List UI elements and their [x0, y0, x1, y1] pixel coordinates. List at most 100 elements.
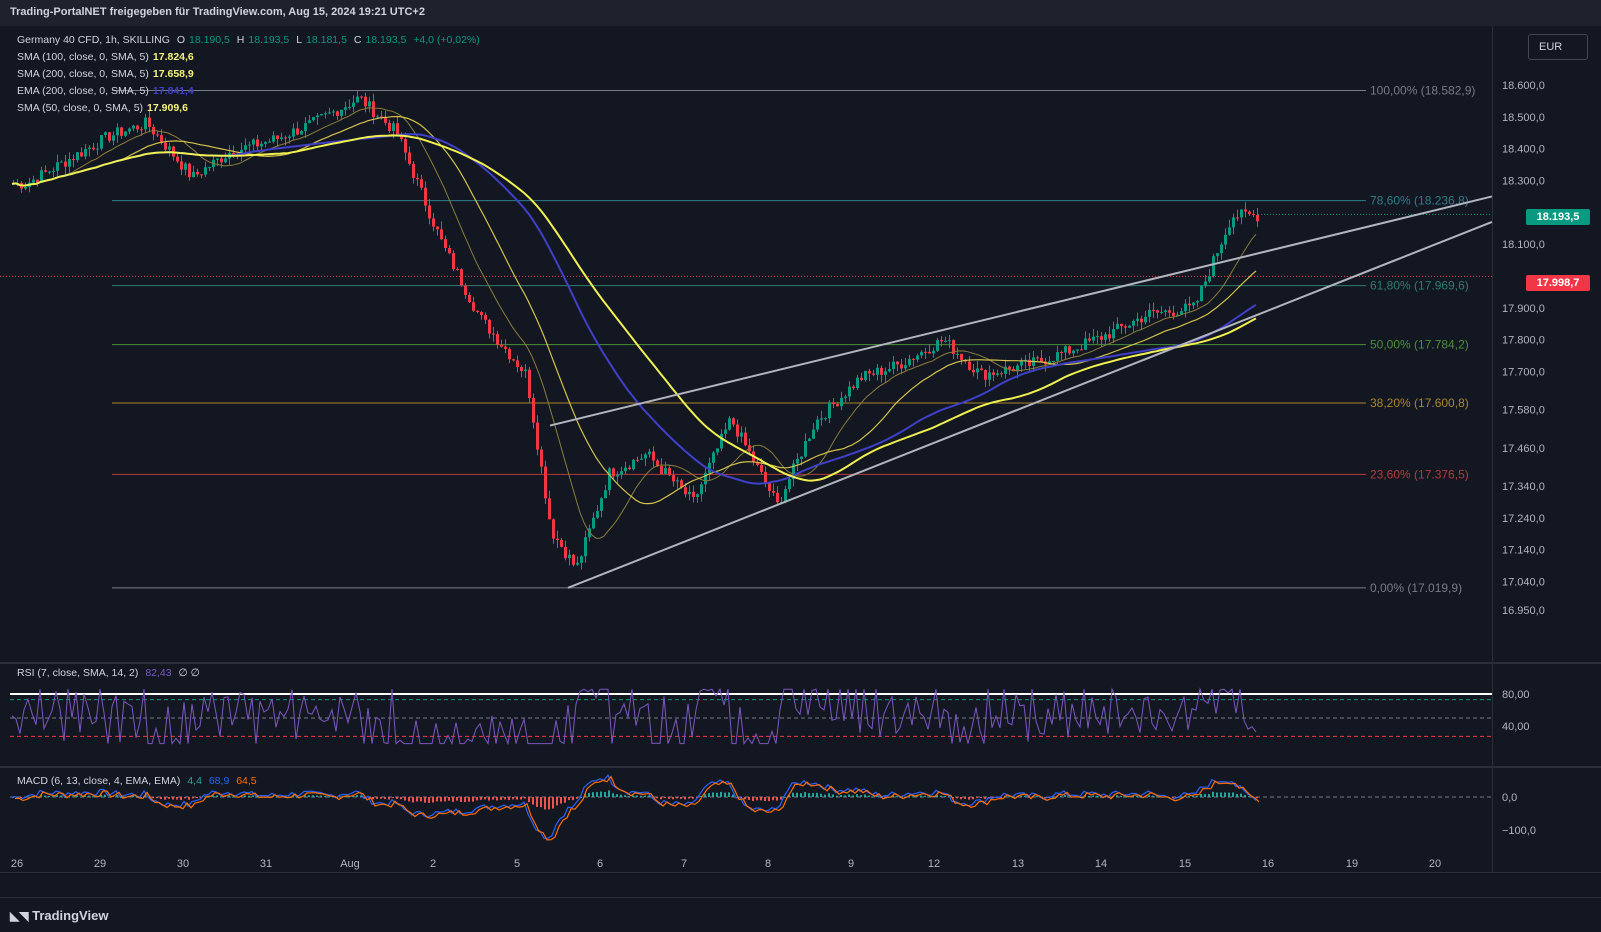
pane-separator: [0, 872, 1601, 873]
candle-body: [444, 239, 447, 248]
candle-body: [120, 127, 123, 136]
ohlc-h-label: H: [236, 34, 245, 46]
candle-body: [1212, 256, 1215, 277]
study-label: SMA (50, close, 0, SMA, 5): [17, 102, 144, 114]
candle-body: [576, 562, 579, 565]
study-legend-sma200[interactable]: SMA (200, close, 0, SMA, 5) 17.658,9: [17, 68, 198, 80]
candle-body: [104, 132, 107, 136]
candle-body: [880, 367, 883, 375]
macd-histogram-bar: [856, 794, 858, 797]
candle-body: [608, 468, 611, 491]
macd-histogram-bar: [620, 794, 622, 797]
macd-histogram-bar: [176, 797, 178, 800]
candle-body: [616, 474, 619, 477]
price-chart[interactable]: 18.600,0 18.500,0 18.400,0 18.300,0 18.100,0…: [0, 26, 1601, 897]
candle-body: [584, 537, 587, 557]
study-legend-ema200[interactable]: EMA (200, close, 0, SMA, 5) 17.841,4: [17, 85, 198, 97]
candle-body: [180, 161, 183, 170]
macd-histogram-bar: [740, 797, 742, 798]
candle-body: [1076, 349, 1079, 351]
price-axis-border: [1492, 26, 1493, 872]
tradingview-logo[interactable]: ◣◥ TradingView: [10, 908, 108, 923]
lower-trendline: [567, 220, 1493, 589]
x-tick-label: 13: [1012, 858, 1024, 870]
candle-body: [828, 402, 831, 419]
macd-histogram-bar: [1152, 795, 1154, 797]
macd-histogram-bar: [512, 797, 514, 800]
candle-body: [552, 519, 555, 539]
candle-body: [1112, 329, 1115, 339]
macd-histogram-bar: [104, 794, 106, 797]
candle-body: [324, 113, 327, 115]
macd-histogram-bar: [972, 797, 974, 800]
candle-body: [572, 554, 575, 565]
macd-legend[interactable]: MACD (6, 13, close, 4, EMA, EMA) 4,4 68,…: [17, 775, 261, 787]
y-tick-label: 17.800,0: [1502, 335, 1545, 347]
macd-histogram-bar: [248, 795, 250, 797]
macd-histogram-bar: [408, 797, 410, 802]
candle-body: [696, 494, 699, 497]
rsi-legend[interactable]: RSI (7, close, SMA, 14, 2) 82,43 ∅ ∅: [17, 667, 204, 679]
candle-body: [1208, 276, 1211, 282]
macd-histogram-bar: [636, 795, 638, 797]
macd-histogram-bar: [1188, 796, 1190, 798]
candle-body: [156, 134, 159, 136]
study-legend-sma50[interactable]: SMA (50, close, 0, SMA, 5) 17.909,6: [17, 102, 192, 114]
macd-histogram-bar: [840, 795, 842, 797]
macd-signal-value: 64,5: [236, 775, 257, 787]
macd-histogram-bar: [480, 797, 482, 800]
candle-body: [884, 371, 887, 375]
macd-line: [11, 773, 1257, 840]
chart-area[interactable]: 18.600,0 18.500,0 18.400,0 18.300,0 18.100,0…: [0, 26, 1601, 897]
macd-histogram-bar: [644, 795, 646, 797]
candle-body: [1220, 244, 1223, 254]
macd-histogram-bar: [1256, 797, 1258, 799]
macd-histogram-bar: [152, 797, 154, 799]
macd-histogram-bar: [20, 797, 22, 798]
sma50-line: [11, 107, 1257, 539]
candle-body: [716, 448, 719, 453]
macd-histogram-bar: [668, 797, 670, 799]
candle-body: [724, 429, 727, 434]
macd-histogram-bar: [756, 797, 758, 801]
candle-body: [416, 177, 419, 180]
ohlc-high: 18.193,5: [248, 34, 290, 46]
currency-button[interactable]: EUR: [1528, 34, 1588, 60]
symbol-legend[interactable]: Germany 40 CFD, 1h, SKILLING O 18.190,5 H…: [17, 34, 484, 46]
macd-histogram-bar: [220, 796, 222, 798]
macd-histogram-bar: [524, 797, 526, 799]
candle-body: [644, 454, 647, 459]
candle-body: [612, 468, 615, 477]
macd-label: MACD (6, 13, close, 4, EMA, EMA): [17, 775, 181, 787]
candle-body: [1128, 325, 1131, 328]
candle-body: [196, 171, 199, 175]
candle-body: [400, 134, 403, 140]
candle-body: [808, 438, 811, 442]
macd-histogram-bar: [1236, 793, 1238, 797]
macd-histogram-bar: [1132, 795, 1134, 797]
candle-body: [260, 143, 263, 147]
macd-histogram-bar: [788, 794, 790, 797]
macd-histogram-bar: [400, 797, 402, 800]
macd-histogram-bar: [404, 797, 406, 801]
sma200-line: [11, 134, 1257, 482]
candle-body: [1216, 253, 1219, 257]
candle-body: [280, 137, 283, 139]
candle-body: [676, 480, 679, 482]
candle-body: [760, 464, 763, 472]
macd-histogram-bar: [1196, 795, 1198, 797]
macd-histogram-bar: [852, 795, 854, 797]
macd-histogram-bar: [916, 795, 918, 797]
x-tick-label: 26: [11, 858, 23, 870]
macd-histogram-bar: [624, 795, 626, 797]
macd-histogram-bar: [184, 797, 186, 799]
candle-body: [1108, 334, 1111, 339]
macd-histogram-bar: [180, 797, 182, 801]
macd-histogram-bar: [1116, 795, 1118, 797]
study-legend-sma100[interactable]: SMA (100, close, 0, SMA, 5) 17.824,6: [17, 51, 198, 63]
candle-body: [304, 123, 307, 132]
macd-histogram-bar: [116, 795, 118, 797]
candle-body: [904, 365, 907, 369]
candle-body: [920, 351, 923, 356]
candle-body: [700, 484, 703, 495]
